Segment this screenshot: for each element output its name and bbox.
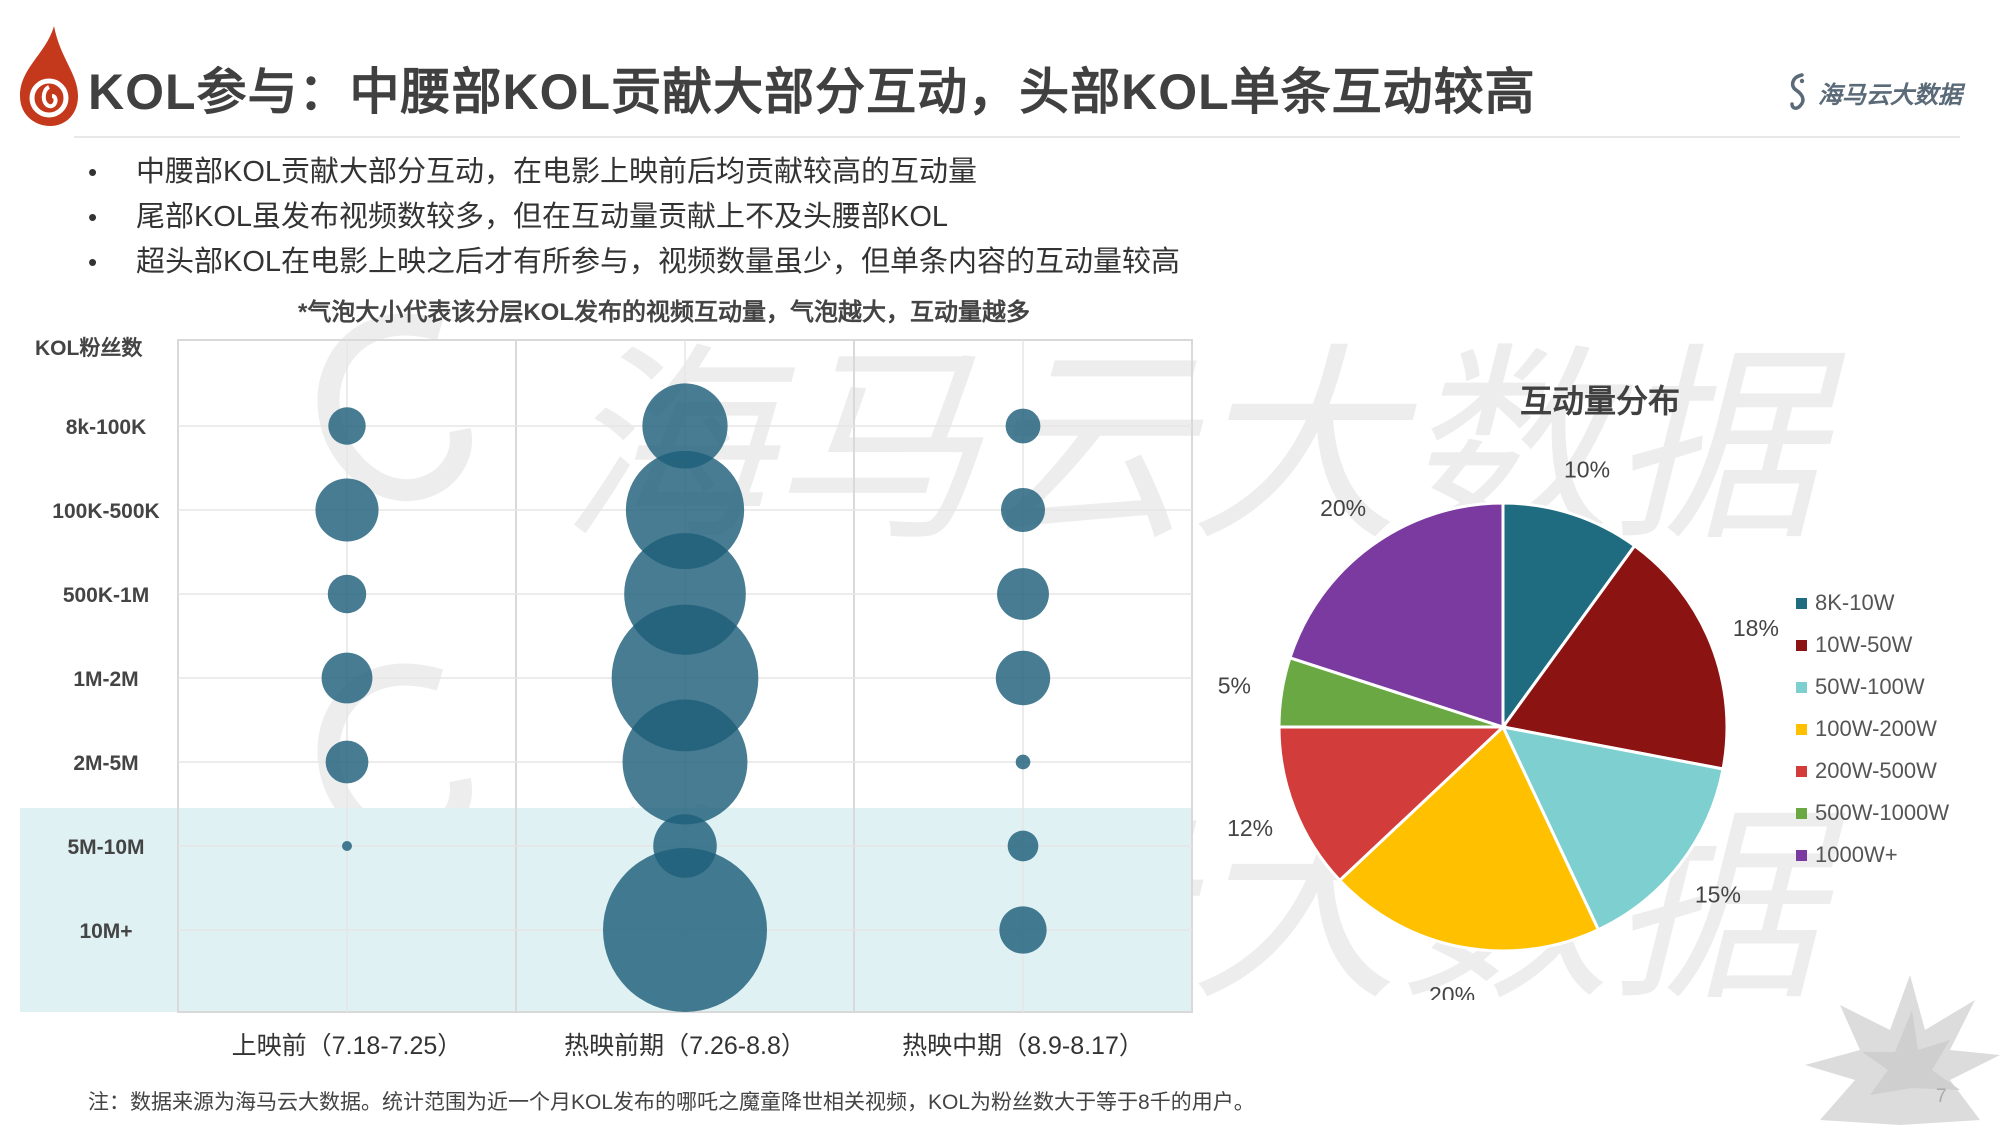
footnote: 注：数据来源为海马云大数据。统计范围为近一个月KOL发布的哪吒之魔童降世相关视频…	[88, 1091, 1255, 1114]
pie-data-label: 15%	[1695, 882, 1741, 908]
flame-logo-icon	[20, 26, 78, 126]
pie-data-label: 12%	[1227, 815, 1273, 841]
page-title: KOL参与：中腰部KOL贡献大部分互动，头部KOL单条互动较高	[88, 64, 1536, 120]
pie-legend: 8K-10W 10W-50W 50W-100W 100W-200W 200W-500W 5…	[1796, 582, 1949, 876]
bubble-point	[997, 568, 1049, 620]
legend-swatch	[1796, 681, 1807, 693]
legend-label: 8K-10W	[1815, 590, 1895, 615]
lotus-decoration-icon	[1805, 975, 2000, 1125]
x-tick-label: 上映前（7.18-7.25）	[232, 1032, 463, 1060]
pie-slice	[1500, 543, 1729, 771]
bubble-point	[315, 478, 379, 542]
pie-slice	[1288, 501, 1505, 730]
y-tick-label: 2M-5M	[73, 752, 138, 775]
x-tick-label: 热映中期（8.9-8.17）	[902, 1032, 1144, 1060]
legend-item: 8K-10W	[1796, 582, 1949, 624]
legend-item: 500W-1000W	[1796, 792, 1949, 834]
bullet-item: 尾部KOL虽发布视频数较多，但在互动量贡献上不及头腰部KOL	[88, 195, 1180, 240]
legend-label: 1000W+	[1815, 842, 1898, 867]
page-number: 7	[1936, 1086, 1947, 1107]
y-tick-label: 100K-500K	[52, 500, 159, 523]
legend-swatch	[1796, 723, 1807, 735]
pie-slice	[1501, 501, 1637, 732]
brand-logo: 海马云大数据	[1786, 72, 1962, 112]
bullet-item: 超头部KOL在电影上映之后才有所参与，视频数量虽少，但单条内容的互动量较高	[88, 240, 1180, 285]
bullet-item: 中腰部KOL贡献大部分互动，在电影上映前后均贡献较高的互动量	[88, 150, 1180, 195]
brand-name: 海马云大数据	[1818, 81, 1962, 109]
legend-label: 500W-1000W	[1815, 800, 1950, 825]
pie-slice	[1277, 725, 1507, 883]
legend-swatch	[1796, 807, 1807, 819]
bubble-size-note: *气泡大小代表该分层KOL发布的视频互动量，气泡越大，互动量越多	[298, 299, 1030, 326]
y-tick-label: 500K-1M	[63, 584, 149, 607]
pie-data-label: 20%	[1429, 982, 1475, 1000]
bubble-point	[1000, 487, 1046, 533]
bubble-point	[328, 407, 366, 445]
bubble-point	[995, 650, 1051, 706]
legend-label: 10W-50W	[1815, 632, 1913, 657]
legend-label: 200W-500W	[1815, 758, 1937, 783]
bubble-point	[1007, 830, 1039, 862]
pie-data-label: 18%	[1733, 615, 1779, 641]
y-tick-label: 1M-2M	[73, 668, 138, 691]
bubble-point	[603, 848, 767, 1012]
bubble-chart: KOL粉丝数 8k-100K 100K-500K 500K-1M 1M-2M 2M-5M 5…	[20, 336, 1193, 1060]
legend-item: 10W-50W	[1796, 624, 1949, 666]
y-axis-title: KOL粉丝数	[35, 336, 143, 360]
legend-swatch	[1796, 597, 1807, 609]
legend-item: 200W-500W	[1796, 750, 1949, 792]
bubble-point	[321, 652, 373, 704]
bubble-point	[622, 699, 748, 825]
bubble-point	[642, 383, 728, 469]
legend-item: 100W-200W	[1796, 708, 1949, 750]
seahorse-icon	[1790, 73, 1805, 110]
key-findings-list: 中腰部KOL贡献大部分互动，在电影上映前后均贡献较高的互动量 尾部KOL虽发布视…	[88, 150, 1180, 285]
bubble-point	[1005, 408, 1041, 444]
bubble-point	[1015, 754, 1031, 770]
pie-chart: 10% 18% 15% 20% 12% 5% 20%	[1218, 456, 1779, 1000]
title-divider	[74, 136, 1960, 138]
legend-swatch	[1796, 639, 1807, 651]
y-tick-label: 10M+	[79, 920, 132, 943]
bubble-point	[325, 740, 369, 784]
legend-item: 50W-100W	[1796, 666, 1949, 708]
pie-chart-title: 互动量分布	[1520, 383, 1681, 419]
legend-label: 50W-100W	[1815, 674, 1925, 699]
bubble-point	[999, 906, 1047, 954]
pie-data-label: 5%	[1218, 672, 1251, 698]
y-tick-label: 5M-10M	[67, 836, 144, 859]
pie-slice	[1337, 724, 1601, 953]
bubble-point	[625, 450, 745, 570]
y-tick-label: 8k-100K	[66, 416, 147, 439]
legend-swatch	[1796, 849, 1807, 861]
pie-data-label: 20%	[1320, 495, 1366, 521]
pie-data-label: 10%	[1564, 456, 1610, 482]
legend-label: 100W-200W	[1815, 716, 1937, 741]
pie-slice	[1500, 724, 1725, 932]
bubble-point	[327, 574, 367, 614]
legend-swatch	[1796, 765, 1807, 777]
legend-item: 1000W+	[1796, 834, 1949, 876]
bubble-point	[342, 841, 352, 851]
x-tick-label: 热映前期（7.26-8.8）	[564, 1032, 806, 1060]
